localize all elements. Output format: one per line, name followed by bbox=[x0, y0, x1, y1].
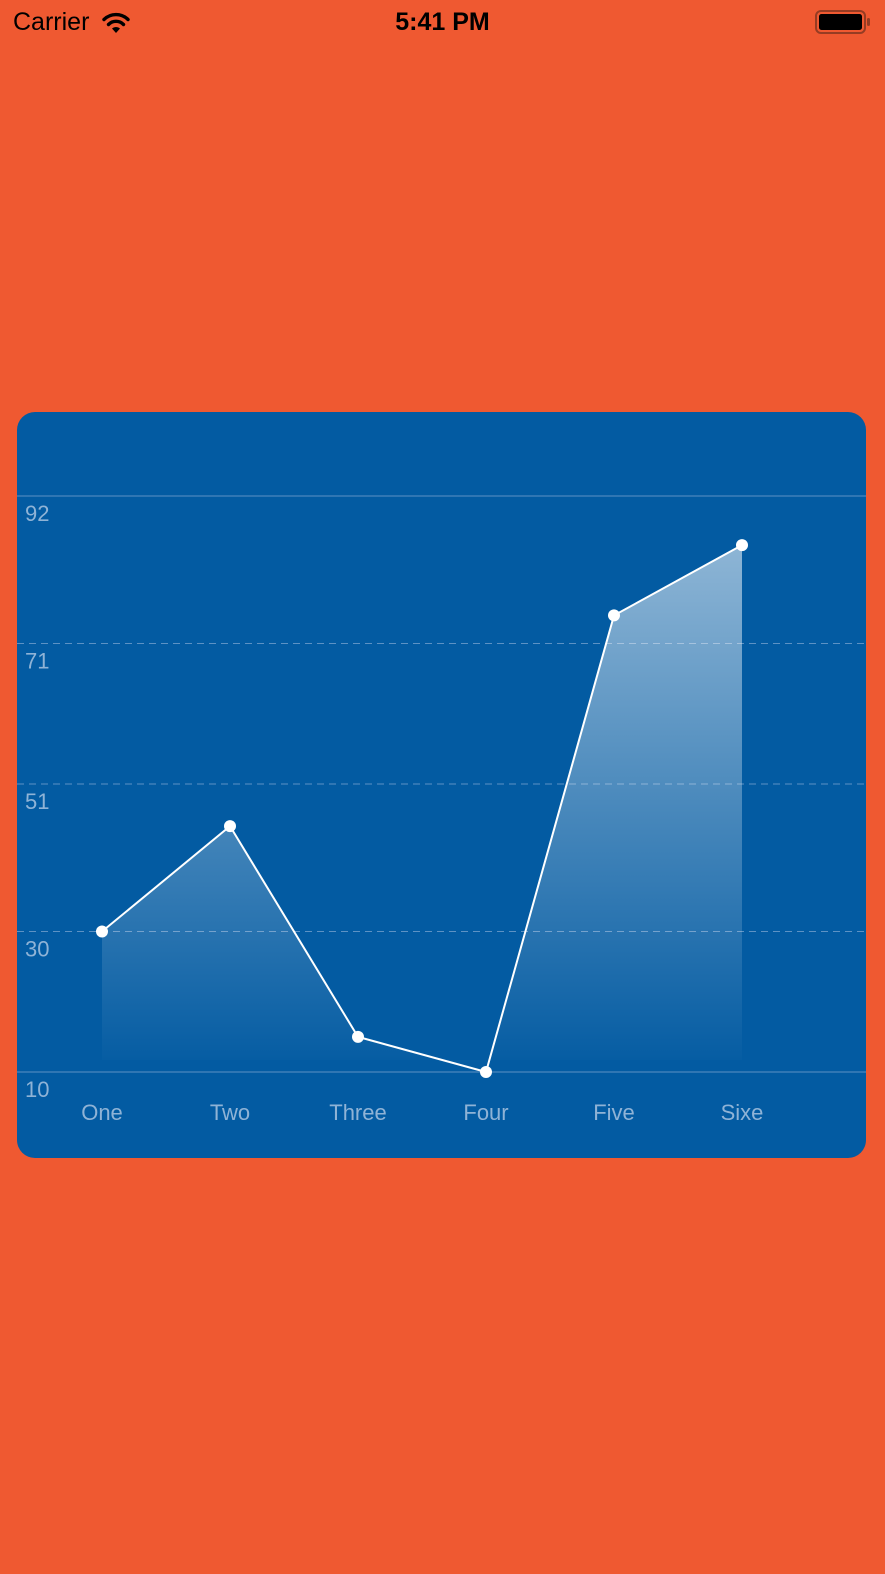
series-line bbox=[101, 544, 743, 1074]
y-tick-label: 51 bbox=[25, 789, 49, 814]
y-tick-label: 10 bbox=[25, 1077, 49, 1102]
carrier-label: Carrier bbox=[13, 8, 90, 36]
x-tick-label: Sixe bbox=[721, 1100, 764, 1125]
data-point bbox=[96, 925, 108, 938]
wifi-icon bbox=[102, 12, 131, 33]
status-time: 5:41 PM bbox=[395, 8, 490, 36]
line-chart: 10 30 51 71 92 One Two Three Four Five Sixe bbox=[17, 495, 866, 1125]
y-tick-label: 30 bbox=[25, 937, 49, 962]
x-tick-label: Three bbox=[329, 1100, 386, 1125]
data-point bbox=[608, 609, 620, 622]
battery-icon bbox=[815, 10, 870, 34]
series-area bbox=[102, 545, 742, 1072]
data-point bbox=[224, 820, 236, 833]
status-bar: Carrier 5:41 PM bbox=[0, 0, 885, 44]
data-point bbox=[736, 539, 748, 552]
x-tick-label: Two bbox=[210, 1100, 250, 1125]
data-point bbox=[480, 1066, 492, 1078]
carrier-indicator: Carrier bbox=[13, 8, 131, 37]
data-point bbox=[352, 1030, 364, 1043]
x-tick-label: Five bbox=[593, 1100, 635, 1125]
y-tick-label: 92 bbox=[25, 501, 49, 526]
y-tick-label: 71 bbox=[25, 649, 49, 674]
chart-card: 10 30 51 71 92 One Two Three Four Five Sixe bbox=[17, 412, 866, 1158]
x-tick-label: Four bbox=[463, 1100, 508, 1125]
x-tick-label: One bbox=[81, 1100, 123, 1125]
